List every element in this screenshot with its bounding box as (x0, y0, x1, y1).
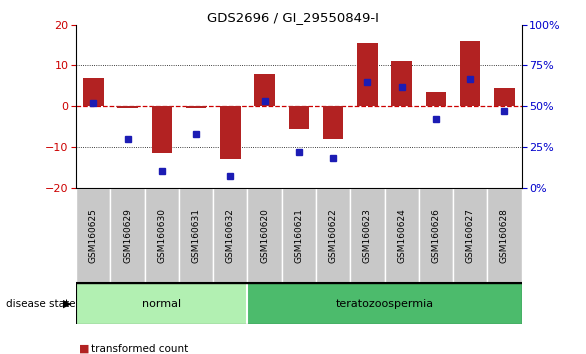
Bar (76, 283, 247, 324)
Text: teratozoospermia: teratozoospermia (335, 298, 434, 309)
Text: GSM160620: GSM160620 (260, 208, 269, 263)
Bar (110, 188, 145, 283)
Text: GDS2696 / GI_29550849-I: GDS2696 / GI_29550849-I (207, 11, 379, 24)
Text: ▶: ▶ (63, 298, 71, 309)
Text: GSM160631: GSM160631 (192, 208, 200, 263)
Bar (220, 106, 241, 159)
Bar (384, 188, 419, 283)
Bar (391, 62, 412, 106)
Text: disease state: disease state (6, 298, 76, 309)
Bar (152, 106, 172, 153)
Text: GSM160622: GSM160622 (329, 208, 338, 263)
Bar (494, 88, 515, 106)
Bar (247, 283, 522, 324)
Bar (288, 106, 309, 129)
Bar (186, 106, 206, 108)
Bar (145, 188, 179, 283)
Bar (282, 188, 316, 283)
Bar (316, 188, 350, 283)
Text: GSM160632: GSM160632 (226, 208, 235, 263)
Bar (254, 74, 275, 106)
Bar (425, 92, 446, 106)
Text: transformed count: transformed count (91, 344, 188, 354)
Bar (179, 188, 213, 283)
Text: GSM160628: GSM160628 (500, 208, 509, 263)
Text: GSM160624: GSM160624 (397, 208, 406, 263)
Text: GSM160625: GSM160625 (89, 208, 98, 263)
Bar (453, 188, 488, 283)
Text: GSM160626: GSM160626 (431, 208, 441, 263)
Bar (419, 188, 453, 283)
Text: GSM160623: GSM160623 (363, 208, 372, 263)
Bar (460, 41, 481, 106)
Text: GSM160630: GSM160630 (157, 208, 166, 263)
Bar (213, 188, 247, 283)
Text: ■: ■ (79, 344, 90, 354)
Text: normal: normal (142, 298, 182, 309)
Bar (350, 188, 384, 283)
Text: GSM160621: GSM160621 (294, 208, 304, 263)
Bar (488, 188, 522, 283)
Bar (117, 106, 138, 108)
Text: GSM160627: GSM160627 (466, 208, 475, 263)
Bar (357, 43, 377, 106)
Bar (76, 188, 110, 283)
Bar (323, 106, 343, 139)
Bar (247, 188, 282, 283)
Text: GSM160629: GSM160629 (123, 208, 132, 263)
Bar (83, 78, 104, 106)
